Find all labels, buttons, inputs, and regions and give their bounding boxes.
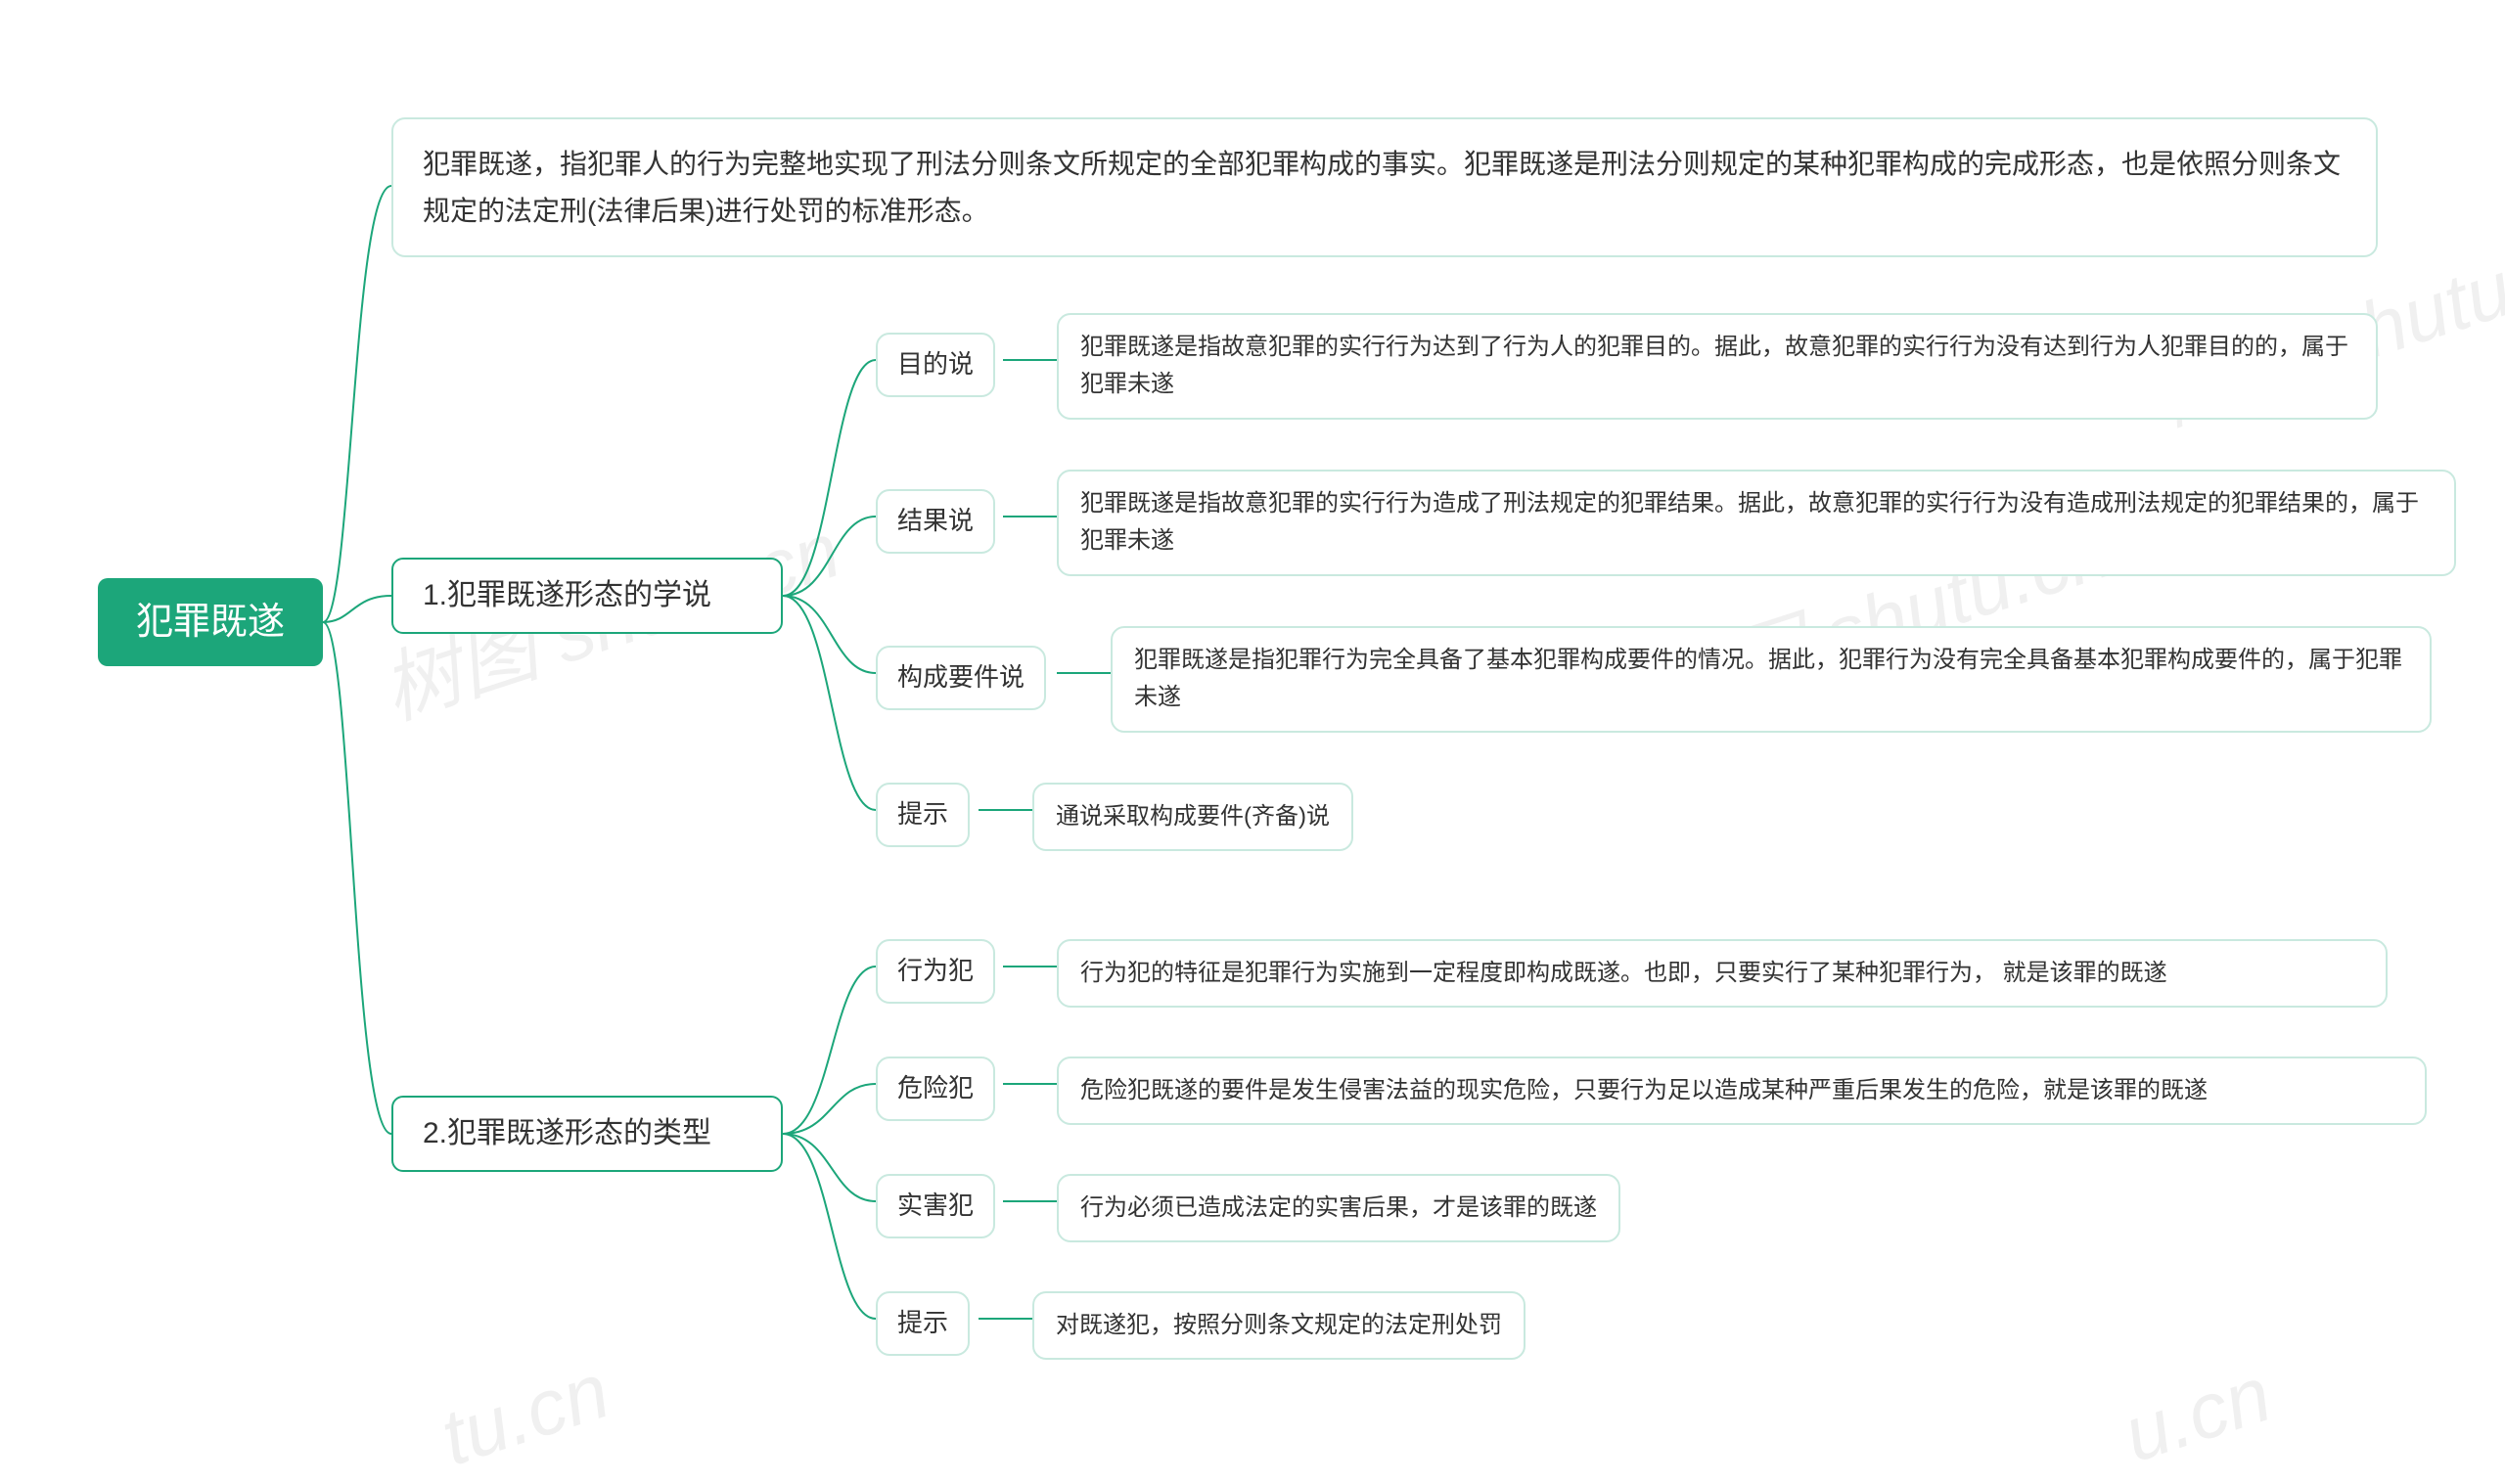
root-node: 犯罪既遂: [98, 578, 323, 666]
leaf-element-theory: 犯罪既遂是指犯罪行为完全具备了基本犯罪构成要件的情况。据此，犯罪行为没有完全具备…: [1111, 626, 2432, 733]
mid-purpose-theory: 目的说: [876, 333, 995, 397]
mid-result-theory: 结果说: [876, 489, 995, 554]
leaf-harm-crime: 行为必须已造成法定的实害后果，才是该罪的既遂: [1057, 1174, 1620, 1242]
leaf-hint-1: 通说采取构成要件(齐备)说: [1032, 783, 1353, 851]
mid-element-theory: 构成要件说: [876, 646, 1046, 710]
branch-types: 2.犯罪既遂形态的类型: [391, 1096, 783, 1172]
mid-hint-1: 提示: [876, 783, 970, 847]
watermark: tu.cn: [431, 1345, 619, 1483]
leaf-result-theory: 犯罪既遂是指故意犯罪的实行行为造成了刑法规定的犯罪结果。据此，故意犯罪的实行行为…: [1057, 470, 2456, 576]
leaf-hint-2: 对既遂犯，按照分则条文规定的法定刑处罚: [1032, 1291, 1526, 1360]
leaf-danger-crime: 危险犯既遂的要件是发生侵害法益的现实危险，只要行为足以造成某种严重后果发生的危险…: [1057, 1057, 2427, 1125]
leaf-conduct-crime: 行为犯的特征是犯罪行为实施到一定程度即构成既遂。也即，只要实行了某种犯罪行为， …: [1057, 939, 2388, 1008]
leaf-purpose-theory: 犯罪既遂是指故意犯罪的实行行为达到了行为人的犯罪目的。据此，故意犯罪的实行行为没…: [1057, 313, 2378, 420]
watermark: u.cn: [2113, 1349, 2281, 1480]
mid-hint-2: 提示: [876, 1291, 970, 1356]
branch-theories: 1.犯罪既遂形态的学说: [391, 558, 783, 634]
definition-node: 犯罪既遂，指犯罪人的行为完整地实现了刑法分则条文所规定的全部犯罪构成的事实。犯罪…: [391, 117, 2378, 257]
mid-danger-crime: 危险犯: [876, 1057, 995, 1121]
mid-conduct-crime: 行为犯: [876, 939, 995, 1004]
mid-harm-crime: 实害犯: [876, 1174, 995, 1238]
